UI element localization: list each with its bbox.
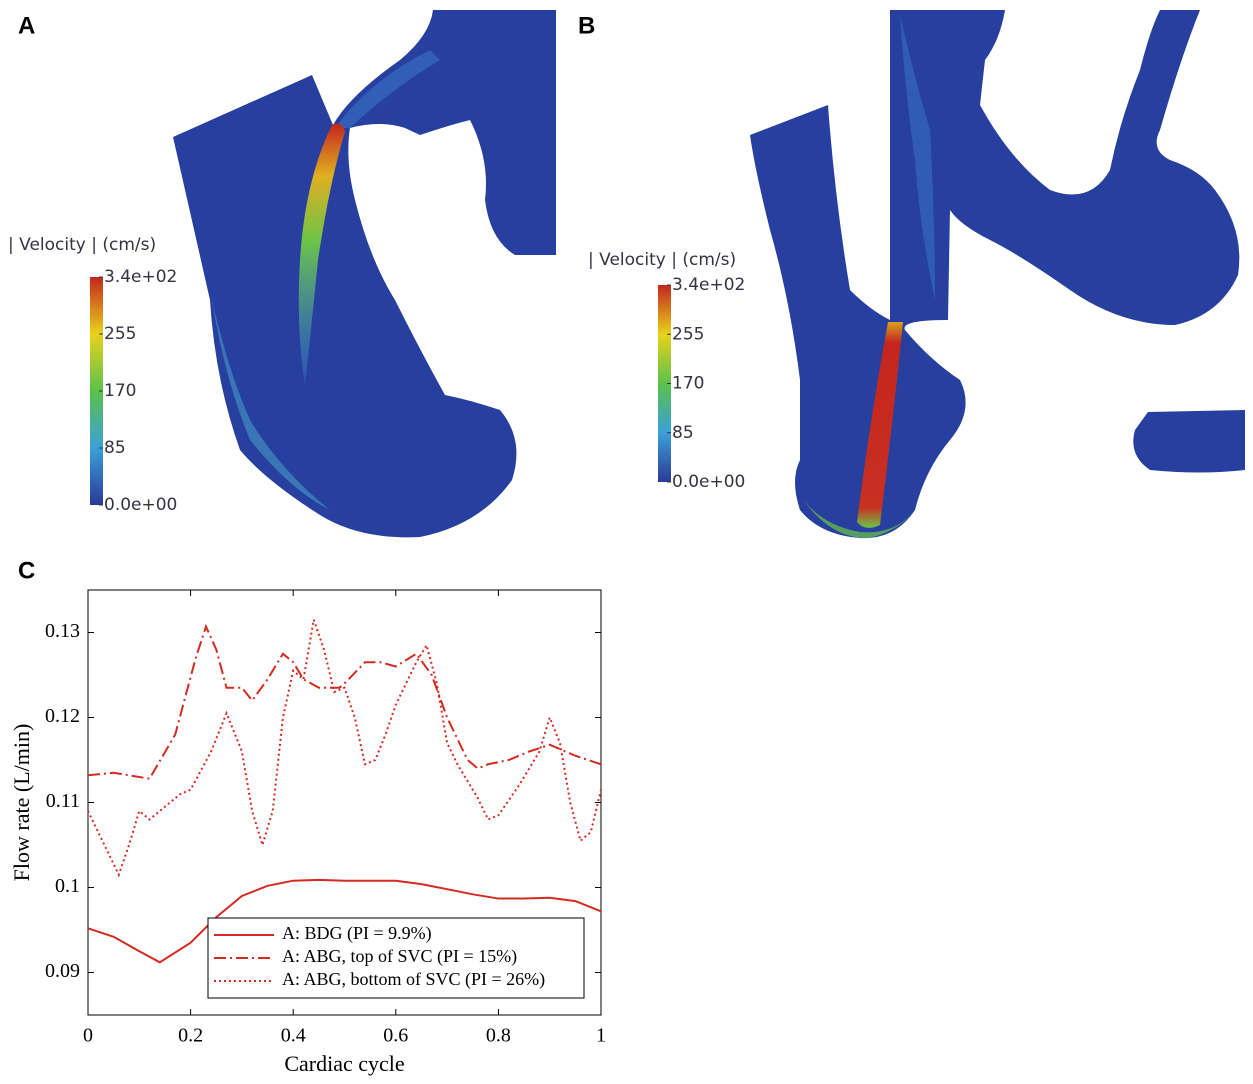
y-tick-label: 0.11 bbox=[46, 790, 80, 812]
colorbar-tick-label: 85 bbox=[672, 423, 694, 443]
y-tick-label: 0.09 bbox=[45, 960, 80, 982]
x-tick-label: 0.8 bbox=[486, 1025, 511, 1047]
flow-field-b bbox=[750, 10, 1245, 539]
legend-box bbox=[207, 917, 585, 999]
colorbar-tick-label: 0.0e+00 bbox=[672, 472, 745, 492]
series-line bbox=[87, 619, 602, 878]
x-tick-label: 0.6 bbox=[383, 1025, 408, 1047]
series-line bbox=[87, 878, 602, 964]
panel-label: C bbox=[18, 557, 35, 584]
x-tick-label: 0.4 bbox=[281, 1025, 306, 1047]
colorbar-tick-label: 85 bbox=[104, 438, 126, 458]
legend-label: A: ABG, top of SVC (PI = 15%) bbox=[282, 946, 517, 967]
legend-label: A: BDG (PI = 9.9%) bbox=[282, 923, 432, 944]
y-tick-label: 0.12 bbox=[45, 705, 80, 727]
colorbar-tick-label: 170 bbox=[672, 374, 704, 394]
x-axis-label: Cardiac cycle bbox=[284, 1051, 404, 1076]
series-line bbox=[87, 623, 602, 780]
colorbar-title: | Velocity | (cm/s) bbox=[588, 250, 736, 270]
panel-label: B bbox=[578, 12, 595, 39]
x-tick-label: 1 bbox=[596, 1025, 606, 1047]
x-tick-label: 0 bbox=[83, 1025, 93, 1047]
colorbar-tick-label: 255 bbox=[104, 324, 136, 344]
y-axis-label: Flow rate (L/min) bbox=[9, 724, 34, 882]
panel-label: A bbox=[18, 12, 35, 39]
x-tick-label: 0.2 bbox=[178, 1025, 203, 1047]
colorbar-tick-label: 3.4e+02 bbox=[672, 275, 745, 295]
colorbar-tick-label: 0.0e+00 bbox=[104, 495, 177, 515]
colorbar-tick-label: 3.4e+02 bbox=[104, 267, 177, 287]
y-tick-label: 0.13 bbox=[45, 620, 80, 642]
colorbar-title: | Velocity | (cm/s) bbox=[8, 235, 156, 255]
flow-field-a bbox=[173, 10, 556, 538]
colorbar-tick-label: 255 bbox=[672, 324, 704, 344]
legend-label: A: ABG, bottom of SVC (PI = 26%) bbox=[282, 969, 545, 990]
colorbar-tick-label: 170 bbox=[104, 381, 136, 401]
y-tick-label: 0.1 bbox=[55, 875, 80, 897]
